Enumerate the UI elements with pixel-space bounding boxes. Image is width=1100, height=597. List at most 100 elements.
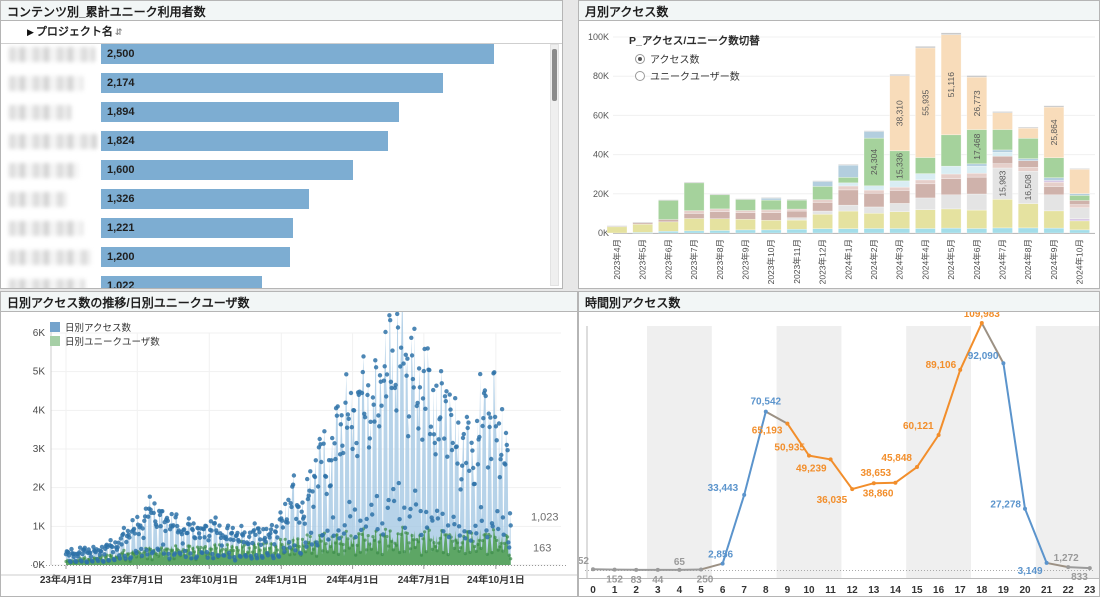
ranking-bar[interactable]: 1,894: [101, 102, 399, 122]
stacked-bar-segment[interactable]: [992, 163, 1013, 169]
stacked-bar-segment[interactable]: [760, 199, 782, 211]
stacked-bar-segment[interactable]: [683, 210, 705, 214]
stacked-bar-segment[interactable]: [606, 226, 628, 234]
stacked-bar-segment[interactable]: [1069, 200, 1090, 205]
sort-icon[interactable]: ⇵: [114, 27, 123, 37]
stacked-bar-segment[interactable]: [966, 193, 988, 211]
data-point[interactable]: [612, 567, 617, 572]
stacked-bar-segment[interactable]: [683, 182, 705, 211]
line-segment[interactable]: [721, 494, 746, 564]
data-point[interactable]: [915, 465, 919, 470]
stacked-bar-segment[interactable]: [786, 219, 808, 230]
stacked-bar-segment[interactable]: [1043, 194, 1065, 212]
stacked-bar-segment[interactable]: [966, 209, 988, 229]
stacked-bar-segment[interactable]: [683, 230, 705, 234]
stacked-bar-segment[interactable]: [812, 181, 833, 187]
stacked-bar-segment[interactable]: [863, 212, 885, 229]
data-point[interactable]: [1023, 506, 1027, 511]
data-point[interactable]: [677, 567, 682, 572]
stacked-bar-segment[interactable]: [1017, 126, 1039, 129]
stacked-bar-segment[interactable]: [786, 229, 808, 234]
line-segment[interactable]: [894, 466, 918, 484]
stacked-bar-segment[interactable]: [1069, 168, 1090, 170]
line-segment[interactable]: [851, 482, 875, 491]
stacked-bar-segment[interactable]: [786, 208, 808, 212]
data-point[interactable]: [958, 367, 963, 372]
stacked-bar-segment[interactable]: [1017, 127, 1039, 139]
stacked-bar-segment[interactable]: [966, 228, 988, 234]
stacked-bar-segment[interactable]: [940, 32, 962, 35]
stacked-bar-segment[interactable]: [632, 221, 653, 224]
stacked-bar-segment[interactable]: [992, 199, 1013, 229]
stacked-bar-segment[interactable]: [735, 229, 756, 234]
stacked-bar-segment[interactable]: [863, 228, 885, 234]
stacked-bar-segment[interactable]: [889, 203, 910, 212]
data-point[interactable]: [871, 481, 876, 486]
stacked-bar-segment[interactable]: [966, 165, 988, 174]
stacked-bar-segment[interactable]: [889, 74, 910, 76]
data-point[interactable]: [1001, 361, 1006, 366]
ranking-bar[interactable]: 1,600: [101, 160, 353, 180]
stacked-bar-segment[interactable]: [658, 199, 679, 201]
hourly-line-chart[interactable]: 3521528344652502,85633,44370,54265,19350…: [579, 312, 1099, 596]
stacked-bar-segment[interactable]: [863, 189, 885, 194]
stacked-bar-segment[interactable]: [889, 186, 910, 191]
stacked-bar-segment[interactable]: [838, 185, 859, 191]
line-segment[interactable]: [808, 454, 831, 461]
scrollbar[interactable]: [550, 44, 559, 286]
line-segment[interactable]: [786, 423, 810, 457]
radio-selected-icon[interactable]: [635, 53, 645, 64]
stacked-bar-segment[interactable]: [1043, 180, 1065, 183]
stacked-bar-segment[interactable]: [940, 178, 962, 196]
stacked-bar-segment[interactable]: [992, 227, 1013, 234]
stacked-bar-segment[interactable]: [709, 194, 731, 210]
stacked-bar-segment[interactable]: [940, 194, 962, 210]
scrollbar-thumb[interactable]: [552, 49, 557, 101]
stacked-bar-segment[interactable]: [940, 227, 962, 234]
data-point[interactable]: [807, 453, 811, 458]
stacked-bar-segment[interactable]: [760, 229, 782, 234]
stacked-bar-segment[interactable]: [1069, 193, 1090, 196]
stacked-bar-segment[interactable]: [915, 46, 936, 49]
data-point[interactable]: [591, 567, 595, 572]
stacked-bar-segment[interactable]: [838, 182, 859, 187]
stacked-bar-segment[interactable]: [889, 180, 910, 188]
stacked-bar-segment[interactable]: [735, 199, 756, 211]
data-point[interactable]: [655, 567, 660, 572]
stacked-bar-segment[interactable]: [966, 176, 988, 195]
stacked-bar-segment[interactable]: [992, 111, 1013, 113]
line-segment[interactable]: [937, 369, 962, 436]
line-segment[interactable]: [1068, 566, 1090, 570]
stacked-bar-segment[interactable]: [1069, 229, 1090, 234]
stacked-bar-segment[interactable]: [1043, 105, 1065, 108]
stacked-bar-segment[interactable]: [889, 211, 910, 229]
stacked-bar-segment[interactable]: [1043, 210, 1065, 229]
stacked-bar-segment[interactable]: [812, 186, 833, 200]
data-point[interactable]: [634, 567, 639, 572]
stacked-bar-segment[interactable]: [1017, 138, 1039, 159]
stacked-bar-segment[interactable]: [683, 218, 705, 232]
expander-icon[interactable]: ▶: [27, 27, 34, 37]
stacked-bar-segment[interactable]: [992, 129, 1013, 151]
stacked-bar-segment[interactable]: [992, 152, 1013, 157]
stacked-bar-segment[interactable]: [940, 173, 962, 179]
stacked-bar-segment[interactable]: [760, 209, 782, 213]
line-segment[interactable]: [980, 322, 1005, 364]
stacked-bar-segment[interactable]: [915, 228, 936, 234]
stacked-bar-segment[interactable]: [992, 155, 1013, 164]
stacked-bar-segment[interactable]: [786, 217, 808, 221]
stacked-bar-segment[interactable]: [658, 221, 679, 232]
radio-option-access[interactable]: アクセス数: [635, 51, 760, 66]
stacked-bar-segment[interactable]: [863, 192, 885, 208]
data-point[interactable]: [850, 487, 855, 492]
stacked-bar-segment[interactable]: [1069, 220, 1090, 231]
stacked-bar-segment[interactable]: [658, 200, 679, 220]
stacked-bar-segment[interactable]: [992, 112, 1013, 130]
data-point[interactable]: [1066, 565, 1071, 570]
data-point[interactable]: [742, 492, 747, 497]
column-header-row[interactable]: ▶ プロジェクト名 ⇵: [1, 21, 562, 44]
line-segment[interactable]: [743, 411, 767, 496]
stacked-bar-segment[interactable]: [760, 197, 782, 199]
stacked-bar-segment[interactable]: [1017, 203, 1039, 229]
data-point[interactable]: [720, 561, 725, 566]
